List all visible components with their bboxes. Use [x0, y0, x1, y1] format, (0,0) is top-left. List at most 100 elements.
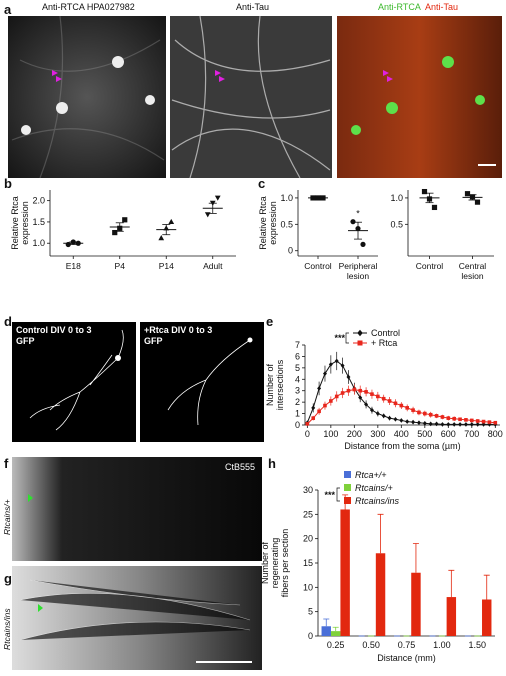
annotation: *** — [334, 333, 345, 343]
error-bar — [332, 626, 339, 632]
point — [411, 408, 415, 412]
point — [440, 422, 445, 427]
y-tick-label: 20 — [303, 534, 313, 544]
y-tick-label: 1.0 — [32, 238, 45, 248]
fiber-texture — [19, 579, 251, 641]
x-tick-label: 600 — [441, 429, 456, 439]
error-bar — [162, 224, 171, 236]
x-axis-label: Distance (mm) — [377, 653, 436, 663]
y-tick-label: 5 — [308, 607, 313, 617]
point — [204, 212, 211, 218]
x-tick-label-box: P4 — [115, 261, 125, 271]
x-tick-label: 800 — [488, 429, 503, 439]
legend-marker — [357, 340, 363, 346]
error-bar — [323, 618, 330, 627]
y-axis-label: Number of — [260, 542, 270, 585]
panel-letter: h — [268, 456, 276, 471]
point — [475, 422, 480, 427]
error-bar — [377, 513, 384, 554]
panel-letter: b — [4, 176, 12, 191]
genotype-label: Rtcains/+ — [2, 499, 12, 535]
point — [474, 199, 481, 205]
panel-letter: f — [4, 456, 9, 471]
y-tick-label: 25 — [303, 509, 313, 519]
y-axis-label: expression — [20, 201, 30, 245]
error-bar — [412, 543, 419, 573]
x-tick-label-box: Peripheral lesion — [339, 261, 378, 281]
legend-label: Rtcains/+ — [355, 483, 393, 493]
panel-letter: g — [4, 571, 12, 586]
x-tick-label: 700 — [464, 429, 479, 439]
point — [464, 191, 471, 197]
significance-bracket — [336, 487, 340, 502]
bar — [340, 509, 350, 636]
y-tick-label: 5 — [295, 363, 300, 373]
soma-spots — [21, 56, 155, 135]
point — [387, 399, 392, 403]
y-tick-label: 6 — [295, 351, 300, 361]
y-tick-label: 0 — [288, 246, 293, 256]
point — [317, 386, 322, 391]
point — [323, 403, 327, 408]
y-tick-label: 4 — [295, 374, 300, 384]
point — [411, 419, 416, 425]
point — [423, 411, 427, 416]
point — [334, 394, 339, 399]
x-tick-label-box: E18 — [66, 261, 81, 271]
y-tick-label: 7 — [295, 340, 300, 350]
point — [481, 419, 486, 424]
error-bar — [425, 192, 434, 204]
point — [381, 413, 386, 419]
x-tick-label: 0.75 — [398, 640, 416, 650]
image-caption: Anti-Tau — [236, 2, 269, 12]
point — [340, 363, 345, 368]
x-tick-label: Control — [304, 261, 332, 271]
image-caption: Control DIV 0 to 3 — [16, 325, 92, 335]
point — [464, 418, 468, 422]
point — [305, 422, 310, 426]
point — [475, 419, 480, 423]
arrowheads — [52, 70, 393, 82]
bar — [446, 597, 457, 636]
point — [469, 422, 474, 427]
x-tick-label: 0.50 — [362, 640, 380, 650]
bar — [411, 572, 421, 636]
annotation: * — [356, 209, 360, 219]
y-tick-label: 2.0 — [32, 196, 45, 206]
legend-label: Rtcains/ins — [355, 496, 400, 506]
point — [393, 401, 398, 406]
point — [214, 195, 221, 201]
y-axis-label: regenerating — [270, 538, 280, 589]
y-axis-label: expression — [268, 201, 278, 245]
bar — [330, 631, 341, 636]
point — [463, 422, 468, 427]
point — [369, 407, 374, 413]
point — [387, 415, 392, 421]
bar — [321, 626, 331, 636]
y-tick-label: 10 — [303, 582, 313, 592]
point — [364, 390, 368, 394]
y-tick-label: 15 — [303, 558, 313, 568]
y-axis-label: Relative Rtca — [10, 196, 20, 250]
image-caption: GFP — [144, 336, 163, 346]
y-axis-label: intersections — [275, 359, 285, 410]
y-tick-label: 3 — [295, 386, 300, 396]
series-line — [306, 360, 496, 425]
y-axis-label: Relative Rtca — [258, 196, 268, 250]
x-tick-label-box: Adult — [203, 261, 222, 271]
point — [416, 420, 421, 426]
point — [393, 416, 398, 422]
point — [434, 421, 439, 427]
point — [422, 420, 427, 426]
x-tick-label: 100 — [323, 429, 338, 439]
image-caption: +Rtca DIV 0 to 3 — [144, 325, 212, 335]
micrograph — [12, 566, 262, 670]
point — [311, 405, 316, 411]
legend-label: Rtca+/+ — [355, 470, 387, 480]
error-bar — [354, 221, 362, 240]
point — [346, 388, 351, 393]
x-tick-label-box: P14 — [159, 261, 174, 271]
soma — [115, 355, 121, 361]
point — [375, 411, 380, 416]
micrograph — [8, 16, 166, 178]
